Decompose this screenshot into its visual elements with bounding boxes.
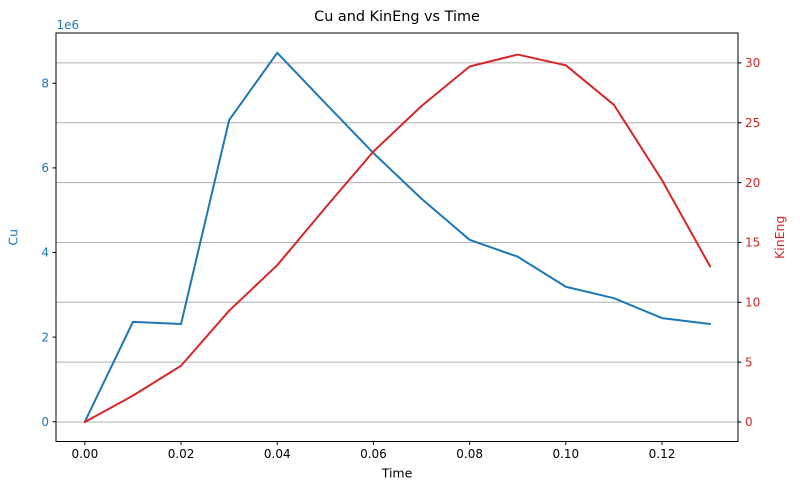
y-axis-label-left: Cu	[6, 229, 21, 246]
left-tick-label: 4	[41, 246, 49, 260]
left-tick-label: 2	[41, 330, 49, 344]
y-axis-label-right: KinEng	[772, 216, 787, 259]
x-tick-label: 0.02	[168, 447, 195, 461]
left-tick-label: 8	[41, 76, 49, 90]
right-tick-label: 25	[745, 116, 760, 130]
cu-line	[83, 51, 712, 423]
right-tick-label: 5	[745, 355, 753, 369]
x-axis-label: Time	[381, 466, 413, 481]
x-tick-label: 0.12	[649, 447, 676, 461]
axes-spines	[55, 32, 739, 442]
chart-title: Cu and KinEng vs Time	[314, 9, 480, 25]
x-tick-label: 0.10	[552, 447, 579, 461]
right-tick-label: 30	[745, 56, 760, 70]
x-tick-label: 0.00	[71, 447, 98, 461]
left-tick-label: 6	[41, 161, 49, 175]
x-tick-label: 0.08	[456, 447, 483, 461]
left-axis-offset-text: 1e6	[57, 18, 80, 32]
x-tick-label: 0.06	[360, 447, 387, 461]
left-tick-label: 0	[41, 415, 49, 429]
x-tick-label: 0.04	[264, 447, 291, 461]
right-tick-label: 0	[745, 415, 753, 429]
right-tick-label: 10	[745, 296, 760, 310]
right-tick-label: 20	[745, 176, 760, 190]
right-tick-label: 15	[745, 236, 760, 250]
kineng-line	[83, 53, 712, 423]
